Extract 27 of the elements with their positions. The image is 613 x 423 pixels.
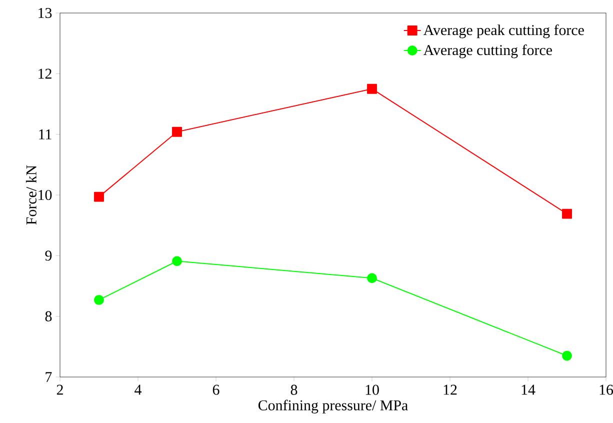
x-tick-label: 12 (444, 384, 457, 395)
point (172, 126, 182, 137)
legend-label: Average cutting force (423, 44, 552, 58)
y-axis-title: Force/ kN (26, 165, 36, 225)
point (367, 84, 377, 94)
point (562, 350, 572, 361)
x-tick-label: 14 (522, 384, 536, 395)
x-axis-title: Confining pressure/ MPa (258, 400, 408, 414)
legend-label: Average peak cutting force (423, 24, 584, 38)
x-tick-label: 10 (366, 384, 379, 395)
x-tick-label: 8 (290, 384, 298, 395)
y-tick-label: 10 (38, 190, 52, 200)
x-tick-label: 4 (134, 384, 142, 395)
y-tick-label: 13 (38, 8, 52, 18)
y-tick-label: 12 (38, 68, 52, 79)
point (562, 208, 572, 219)
y-tick-label: 11 (39, 129, 52, 140)
point (367, 273, 377, 284)
x-tick-label: 16 (600, 384, 613, 395)
point (172, 256, 182, 266)
y-tick-label: 9 (45, 250, 52, 261)
x-tick-label: 6 (212, 384, 220, 395)
point (94, 294, 104, 305)
x-tick-label: 2 (56, 384, 63, 395)
y-tick-label: 8 (45, 311, 52, 322)
point (94, 192, 104, 202)
y-tick-label: 7 (46, 372, 52, 382)
